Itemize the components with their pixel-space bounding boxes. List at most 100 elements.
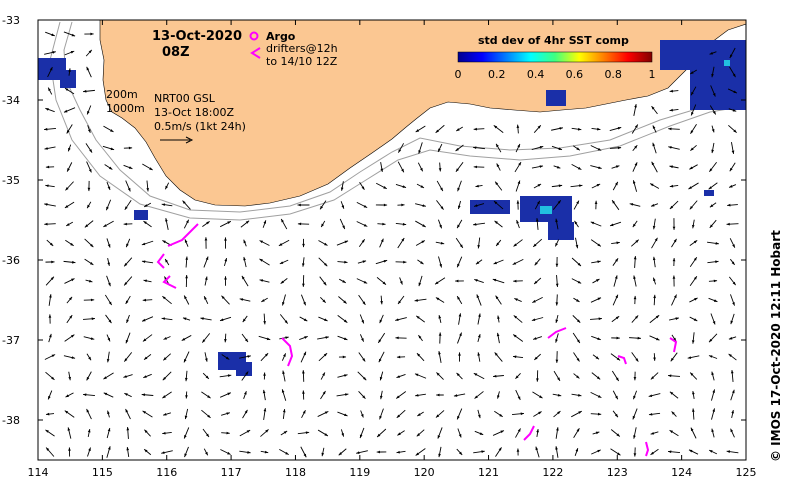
current-vector	[436, 372, 444, 380]
current-vector	[651, 105, 658, 115]
scale-text: 0.5m/s (1kt 24h)	[154, 120, 246, 133]
current-vector	[456, 448, 463, 456]
current-vector	[280, 430, 288, 436]
current-vector	[648, 393, 661, 397]
current-vector	[219, 374, 232, 378]
current-vector	[688, 449, 699, 455]
current-vector	[691, 332, 695, 344]
current-vector	[220, 412, 231, 416]
current-vector	[710, 313, 716, 325]
current-vector	[672, 257, 676, 267]
map-date: 13-Oct-2020	[152, 29, 242, 44]
current-vector	[66, 162, 73, 172]
current-vector	[414, 298, 427, 302]
current-vector	[104, 164, 113, 170]
current-vector	[279, 259, 289, 265]
current-vector	[415, 125, 426, 133]
current-vector	[185, 391, 188, 399]
current-vector	[438, 332, 442, 344]
current-vector	[590, 412, 602, 416]
current-vector	[555, 275, 559, 287]
current-vector	[632, 220, 638, 228]
current-vector	[317, 429, 329, 437]
current-vector	[555, 333, 559, 343]
current-vector	[45, 371, 55, 381]
current-vector	[125, 295, 131, 305]
current-vector	[555, 218, 559, 230]
current-vector	[203, 448, 209, 456]
current-vector	[555, 314, 559, 324]
current-vector	[46, 239, 54, 247]
current-vector	[669, 391, 679, 399]
current-vector	[575, 237, 579, 249]
current-vector	[142, 334, 153, 342]
current-vector	[555, 257, 559, 267]
current-vector	[161, 203, 173, 207]
current-vector	[45, 184, 55, 188]
current-vector	[649, 314, 660, 324]
current-vector	[667, 374, 681, 378]
current-vector	[318, 240, 328, 246]
current-vector	[321, 447, 325, 457]
current-vector	[672, 218, 676, 230]
current-vector	[183, 219, 190, 229]
current-vector	[497, 315, 500, 323]
current-vector	[87, 180, 91, 192]
current-vector	[690, 427, 697, 439]
current-vector	[531, 145, 544, 151]
current-vector	[45, 107, 55, 113]
current-vector	[477, 313, 481, 325]
current-vector	[514, 298, 522, 302]
current-vector	[651, 237, 658, 249]
current-vector	[162, 353, 172, 361]
lon-tick-label: 115	[92, 466, 113, 479]
lon-tick-label: 118	[285, 466, 306, 479]
current-vector	[572, 315, 581, 323]
current-vector	[184, 370, 188, 382]
current-vector	[162, 412, 172, 416]
current-vector	[375, 259, 388, 265]
current-vector	[455, 144, 464, 152]
current-vector	[691, 219, 695, 229]
current-vector	[339, 218, 346, 230]
current-vector	[533, 411, 542, 417]
current-vector	[590, 317, 602, 321]
current-vector	[65, 392, 74, 398]
current-vector	[669, 89, 679, 93]
current-vector	[631, 352, 639, 362]
current-vector	[164, 182, 170, 190]
current-vector	[359, 181, 365, 191]
current-vector	[609, 221, 622, 227]
current-vector	[82, 317, 96, 321]
current-vector	[376, 428, 387, 438]
current-vector	[650, 372, 659, 380]
current-vector	[45, 165, 55, 169]
current-vector	[726, 450, 739, 454]
lon-tick-label: 116	[156, 466, 177, 479]
current-vector	[141, 260, 154, 264]
current-vector	[282, 408, 286, 420]
current-vector	[337, 335, 348, 341]
current-vector	[106, 181, 111, 191]
current-vector	[395, 260, 407, 264]
current-vector	[66, 314, 73, 324]
current-vector	[632, 144, 638, 152]
current-vector	[590, 221, 602, 227]
current-vector	[610, 353, 621, 361]
current-vector	[473, 372, 485, 380]
current-vector	[418, 142, 423, 154]
current-vector	[418, 334, 423, 342]
current-vector	[47, 66, 53, 78]
current-vector	[47, 87, 53, 95]
current-vector	[123, 276, 133, 286]
current-vector	[667, 450, 681, 454]
current-vector	[533, 183, 542, 189]
current-vector	[474, 391, 484, 399]
current-vector	[44, 203, 56, 207]
current-vector	[379, 408, 384, 420]
current-vector	[395, 391, 407, 399]
lon-tick-label: 125	[736, 466, 757, 479]
current-vector	[397, 295, 405, 305]
legend-drifters-line2: to 14/10 12Z	[266, 55, 338, 68]
current-vector	[336, 240, 349, 246]
